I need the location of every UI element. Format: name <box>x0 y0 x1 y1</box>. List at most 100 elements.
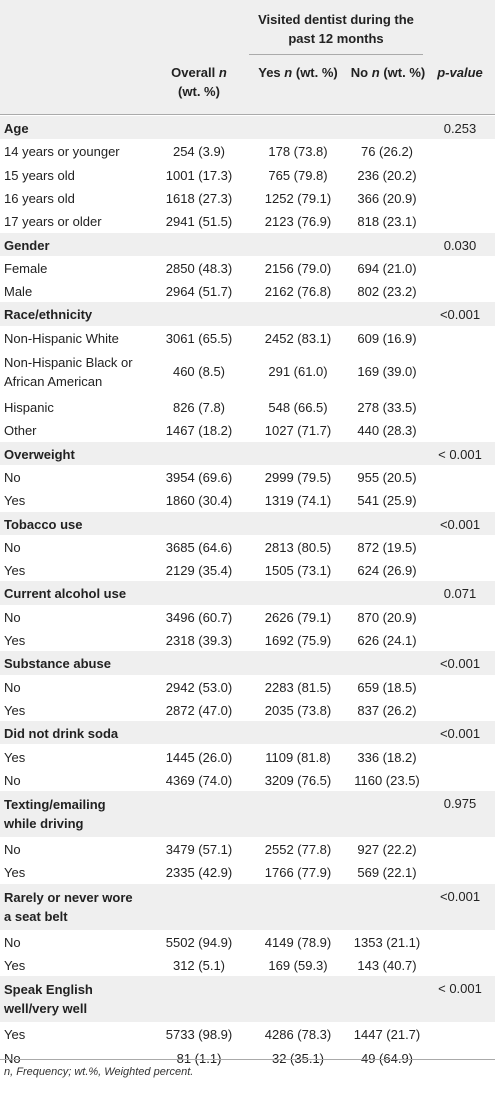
row-label: Non-Hispanic Black or African American <box>4 353 133 391</box>
row-label: Yes <box>4 749 26 765</box>
table-row: 16 years old 1618 (27.3) 1252 (79.1) 366 (2… <box>0 186 495 209</box>
row-label: Yes <box>4 958 26 973</box>
table-row: Other 1467 (18.2) 1027 (71.7) 440 (28.3) <box>0 418 495 441</box>
section-label: Speak English well/very well <box>4 980 93 1018</box>
table-row: Yes 312 (5.1) 169 (59.3) 143 (40.7) <box>0 953 495 976</box>
group-divider <box>249 54 423 55</box>
overall-cell: 2335 (42.9) <box>165 865 233 881</box>
overall-cell: 2318 (39.3) <box>165 633 233 648</box>
section-row: Speak English well/very well < 0.001 <box>0 976 495 1023</box>
label-line: Texting/emailing <box>4 797 106 813</box>
yes-cell: 4286 (78.3) <box>264 1027 332 1043</box>
overall-cell: 3479 (57.1) <box>165 842 233 858</box>
no-cell: 1447 (21.7) <box>353 1027 421 1043</box>
yes-cell: 1109 (81.8) <box>265 749 331 765</box>
yes-cell: 2162 (76.8) <box>264 284 332 300</box>
row-label: 15 years old <box>4 167 75 183</box>
header-divider <box>0 114 495 115</box>
yes-cell: 3209 (76.5) <box>264 772 332 788</box>
section-label: Overweight <box>4 446 75 462</box>
row-label: 14 years or younger <box>4 144 120 160</box>
table-row: Female 2850 (48.3) 2156 (79.0) 694 (21.0) <box>0 256 495 279</box>
no-cell: 955 (20.5) <box>357 469 417 485</box>
section-label: Race/ethnicity <box>4 307 93 323</box>
table-row: No 81 (1.1) 32 (35.1) 49 (64.9) <box>0 1046 495 1069</box>
no-cell: 169 (39.0) <box>357 364 417 379</box>
section-label: Did not drink soda <box>4 726 119 742</box>
table-row: No 3954 (69.6) 2999 (79.5) 955 (20.5) <box>0 465 495 488</box>
no-cell: 440 (28.3) <box>357 423 417 439</box>
row-label: No <box>4 539 21 555</box>
no-cell: 336 (18.2) <box>357 749 417 765</box>
yes-cell: 1505 (73.1) <box>264 563 332 579</box>
yes-cell: 2452 (83.1) <box>264 330 332 346</box>
row-label: 17 years or older <box>4 214 102 230</box>
p-value-cell: <0.001 <box>439 888 481 904</box>
row-label: Yes <box>4 633 26 648</box>
table-row: Non-Hispanic Black or African American 460… <box>0 349 495 395</box>
overall-cell: 2942 (53.0) <box>165 679 233 695</box>
row-label: Male <box>4 284 33 300</box>
row-label: Yes <box>4 702 26 718</box>
row-label: Yes <box>4 563 26 579</box>
table-row: 14 years or younger 254 (3.9) 178 (73.8) 76… <box>0 139 495 162</box>
overall-cell: 81 (1.1) <box>176 1050 222 1066</box>
section-row: Did not drink soda <0.001 <box>0 721 495 745</box>
overall-cell: 2964 (51.7) <box>165 284 233 300</box>
no-cell: 802 (23.2) <box>357 284 417 300</box>
no-cell: 1353 (21.1) <box>353 934 421 950</box>
col-header-pvalue: p-value <box>437 65 483 80</box>
no-cell: 49 (64.9) <box>360 1050 414 1066</box>
table-row: Male 2964 (51.7) 2162 (76.8) 802 (23.2) <box>0 279 495 302</box>
p-value-cell: 0.253 <box>443 121 477 136</box>
yes-cell: 2156 (79.0) <box>264 260 332 276</box>
no-cell: 624 (26.9) <box>357 563 417 579</box>
col-header-no: No n (wt. %) <box>350 65 426 80</box>
overall-cell: 4369 (74.0) <box>165 772 233 788</box>
overall-cell: 826 (7.8) <box>172 400 226 415</box>
section-label: Current alcohol use <box>4 586 127 602</box>
table-row: No 3685 (64.6) 2813 (80.5) 872 (19.5) <box>0 535 495 558</box>
p-value-cell: <0.001 <box>439 726 481 742</box>
overall-cell: 1860 (30.4) <box>165 493 233 509</box>
row-label: Female <box>4 260 48 276</box>
yes-cell: 1252 (79.1) <box>264 190 332 206</box>
col-header-overall: Overall n (wt. %) <box>171 65 227 99</box>
p-value-cell: 0.030 <box>443 237 477 253</box>
yes-cell: 2626 (79.1) <box>264 609 332 625</box>
overall-cell: 2129 (35.4) <box>165 563 233 579</box>
table-row: No 3479 (57.1) 2552 (77.8) 927 (22.2) <box>0 837 495 860</box>
no-cell: 236 (20.2) <box>357 167 417 183</box>
p-value-cell: < 0.001 <box>438 981 482 997</box>
row-label: No <box>4 609 21 625</box>
no-cell: 626 (24.1) <box>357 633 417 648</box>
row-label: No <box>4 679 21 695</box>
yes-cell: 765 (79.8) <box>268 167 328 183</box>
section-label: Substance abuse <box>4 656 111 672</box>
row-label: Hispanic <box>4 400 54 415</box>
no-cell: 569 (22.1) <box>357 865 417 881</box>
table-footnote: n, Frequency; wt.%, Weighted percent. <box>4 1066 194 1078</box>
overall-cell: 5502 (94.9) <box>165 934 233 950</box>
table-bottom-divider <box>0 1059 495 1060</box>
yes-cell: 2813 (80.5) <box>264 539 332 555</box>
overall-cell: 3496 (60.7) <box>165 609 233 625</box>
yes-cell: 32 (35.1) <box>271 1050 325 1066</box>
yes-cell: 2552 (77.8) <box>264 842 332 858</box>
yes-cell: 2999 (79.5) <box>264 469 332 485</box>
table-row: Yes 2318 (39.3) 1692 (75.9) 626 (24.1) <box>0 628 495 651</box>
row-label: No <box>4 772 21 788</box>
table-row: Yes 1445 (26.0) 1109 (81.8) 336 (18.2) <box>0 745 495 768</box>
no-cell: 366 (20.9) <box>357 190 417 206</box>
section-row: Race/ethnicity <0.001 <box>0 302 495 326</box>
yes-cell: 1766 (77.9) <box>264 865 332 881</box>
row-label: Yes <box>4 493 26 509</box>
overall-cell: 1445 (26.0) <box>165 749 233 765</box>
table-row: No 2942 (53.0) 2283 (81.5) 659 (18.5) <box>0 675 495 698</box>
row-label: No <box>4 469 21 485</box>
section-row: Rarely or never wore a seat belt <0.001 <box>0 883 495 930</box>
row-label: Yes <box>4 865 26 881</box>
no-cell: 927 (22.2) <box>357 842 417 858</box>
overall-cell: 254 (3.9) <box>172 144 226 160</box>
